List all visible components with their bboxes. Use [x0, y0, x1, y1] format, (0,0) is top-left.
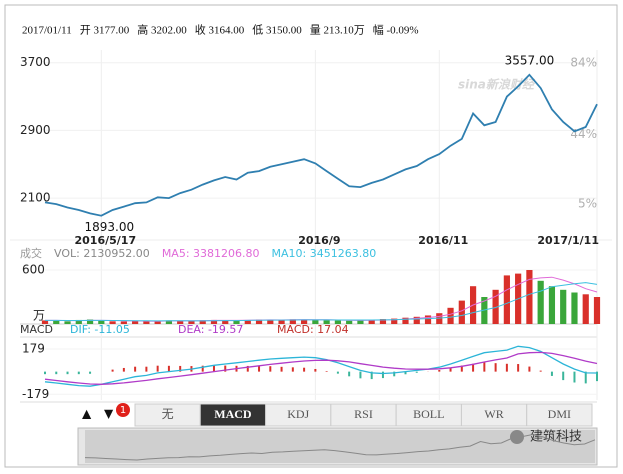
volume-bar — [233, 320, 240, 324]
volume-bar — [537, 280, 544, 324]
x-tick-label: 2016/11 — [418, 234, 468, 247]
frame — [4, 4, 618, 468]
volume-bar — [447, 307, 454, 324]
legend-entry: MA5: 3381206.80 — [162, 247, 260, 260]
x-tick-label: 2016/9 — [298, 234, 340, 247]
y2-tick-label: 5% — [578, 196, 597, 210]
volume-bar — [582, 294, 589, 324]
arrow-down[interactable]: ▼ — [104, 407, 114, 421]
ma-line — [45, 282, 598, 322]
volume-bar — [301, 319, 308, 324]
legend-entry: MACD: 17.04 — [277, 323, 349, 336]
volume-bar — [199, 320, 206, 324]
unit-label: 万 — [33, 309, 45, 323]
header-item: 量 213.10万 — [310, 24, 365, 37]
header-item: 收 3164.00 — [195, 23, 245, 37]
volume-bar — [210, 319, 218, 324]
volume-bar — [548, 286, 556, 324]
x-tick-label: 2017/1/11 — [537, 234, 599, 247]
y-tick-label: 600 — [22, 263, 45, 277]
panel-title: 成交 — [20, 246, 42, 260]
badge — [116, 403, 130, 417]
legend-entry: DIF: -11.05 — [70, 323, 130, 336]
min-annotation: 1893.00 — [85, 220, 135, 234]
volume-bar — [503, 275, 510, 324]
volume-bar — [312, 319, 319, 324]
volume-bar — [53, 320, 60, 324]
volume-bar — [379, 319, 387, 324]
volume-bar — [323, 320, 330, 324]
tab-label[interactable]: RSI — [354, 407, 373, 421]
tab-label[interactable]: BOLL — [413, 407, 444, 421]
volume-bar — [267, 319, 274, 324]
volume-bar — [593, 297, 601, 324]
tab-label[interactable]: KDJ — [287, 407, 309, 421]
volume-bar — [391, 318, 398, 324]
volume-bar — [132, 320, 139, 324]
y-tick-label: 179 — [22, 341, 45, 355]
tab-label[interactable]: DMI — [548, 407, 571, 421]
volume-bar — [165, 320, 173, 324]
volume-bar — [64, 321, 71, 324]
volume-bar — [222, 320, 229, 324]
volume-bar — [458, 300, 465, 324]
volume-bar — [109, 321, 116, 324]
header-item: 2017/01/11 — [22, 25, 72, 37]
overview-line — [84, 433, 596, 461]
volume-bar — [334, 320, 341, 324]
watermark: 建筑科技 — [530, 429, 582, 445]
legend-entry: MA10: 3451263.80 — [272, 247, 377, 260]
y-tick-label: 3700 — [20, 55, 51, 69]
y-tick-label: 2900 — [20, 123, 51, 137]
price-line — [44, 73, 598, 217]
volume-bar — [188, 320, 195, 324]
volume-bar — [571, 292, 578, 324]
volume-bar — [289, 319, 296, 324]
volume-bar — [177, 320, 184, 324]
tab-label[interactable]: WR — [484, 407, 503, 421]
x-tick-label: 2016/5/17 — [75, 234, 137, 247]
tab[interactable] — [526, 403, 593, 427]
volume-bar — [346, 320, 353, 324]
header-item: 开 3177.00 — [80, 25, 130, 37]
volume-bar — [560, 289, 567, 324]
y2-tick-label: 44% — [570, 127, 597, 141]
volume-bar — [120, 321, 127, 324]
badge-count: 1 — [120, 405, 126, 416]
volume-bar — [143, 321, 150, 324]
tab-label[interactable]: MACD — [214, 407, 252, 421]
y-tick-label: 2100 — [20, 191, 51, 205]
volume-bar — [98, 320, 105, 324]
header-item: 低 3150.00 — [252, 24, 302, 37]
arrow-up[interactable]: ▲ — [82, 407, 92, 421]
panel-title: MACD — [20, 323, 53, 336]
volume-bar — [492, 289, 499, 324]
legend-entry: DEA: -19.57 — [178, 323, 243, 336]
volume-bar — [413, 316, 420, 324]
volume-bar — [244, 320, 251, 324]
macd-line — [44, 345, 598, 387]
volume-bar — [278, 319, 285, 324]
y-tick-label: -179 — [22, 387, 49, 401]
volume-bar — [402, 317, 409, 324]
max-annotation: 3557.00 — [505, 53, 555, 67]
volume-bar — [154, 321, 161, 324]
volume-bar — [424, 315, 432, 324]
tab-label[interactable]: 无 — [162, 407, 174, 421]
header-item: 幅 -0.09% — [373, 24, 419, 37]
volume-bar — [86, 319, 94, 324]
volume-bar — [357, 320, 364, 324]
volume-bar — [75, 319, 82, 324]
volume-bar — [255, 319, 263, 324]
volume-bar — [368, 319, 375, 324]
volume-bar — [41, 320, 49, 324]
volume-bar — [526, 270, 533, 324]
legend-entry: VOL: 2130952.00 — [54, 247, 150, 260]
header-item: 高 3202.00 — [137, 23, 187, 37]
macd-line — [44, 351, 598, 385]
y2-tick-label: 84% — [570, 56, 597, 70]
